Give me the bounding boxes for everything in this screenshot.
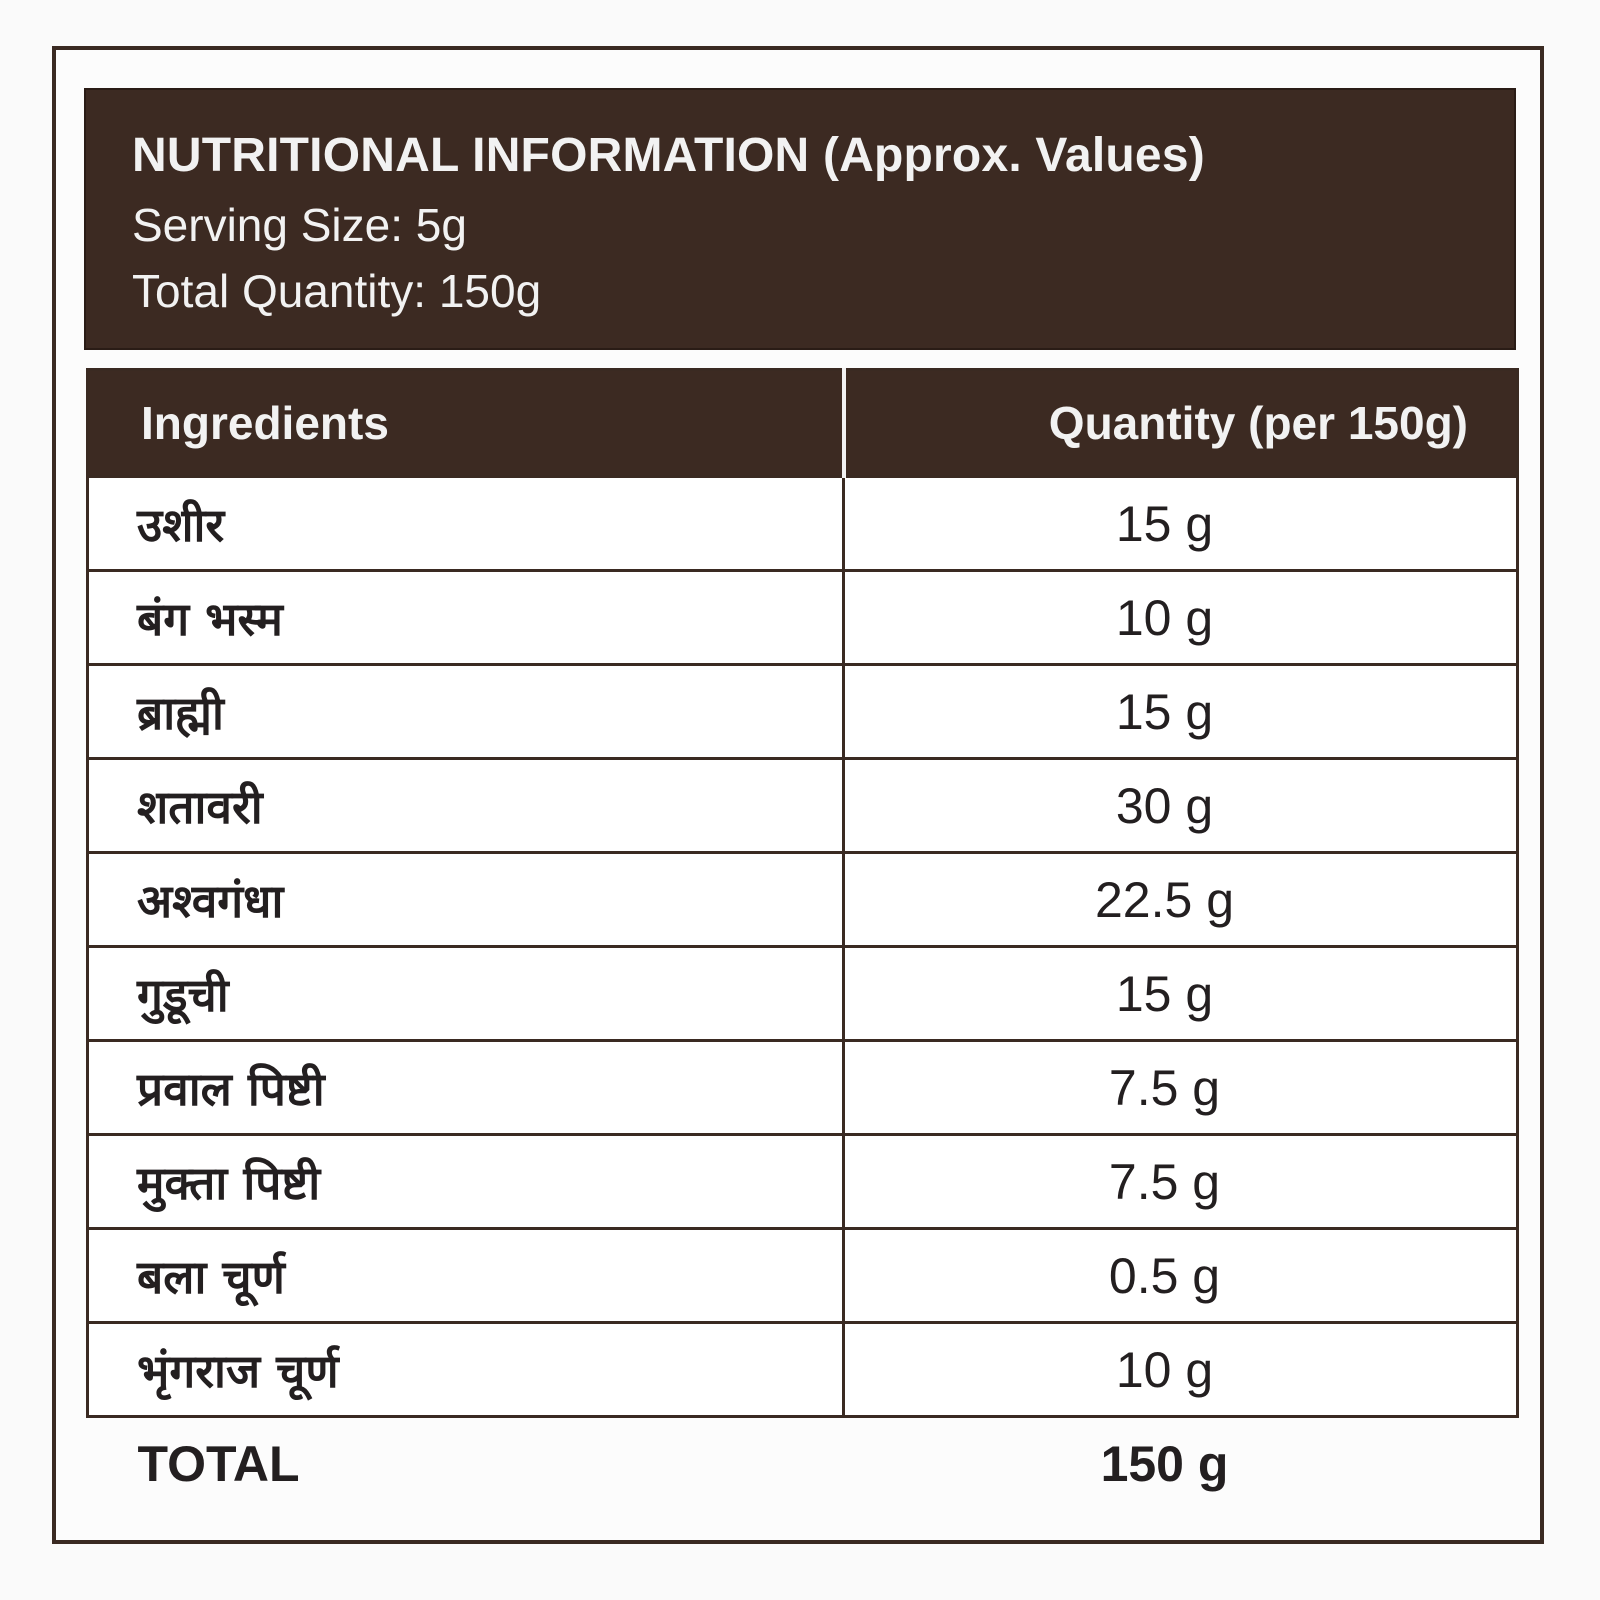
ingredient-quantity: 0.5 g — [842, 1227, 1519, 1324]
table-header-row: Ingredients Quantity (per 150g) — [86, 368, 1519, 478]
ingredient-name: शतावरी — [86, 757, 845, 854]
table-row: बंग भस्म 10 g — [86, 569, 1519, 666]
ingredient-name: ब्राह्मी — [86, 663, 845, 760]
column-header-quantity: Quantity (per 150g) — [841, 368, 1519, 478]
ingredient-quantity: 7.5 g — [842, 1133, 1519, 1230]
table-row: ब्राह्मी 15 g — [86, 663, 1519, 760]
ingredient-name: उशीर — [86, 475, 845, 572]
ingredient-quantity: 15 g — [842, 945, 1519, 1042]
total-row: TOTAL 150 g — [88, 1417, 1518, 1511]
ingredient-quantity: 7.5 g — [842, 1039, 1519, 1136]
total-quantity-value: 150 g — [1100, 1436, 1229, 1493]
ingredient-quantity: 15 g — [842, 475, 1519, 572]
ingredient-name: गुडूची — [86, 945, 845, 1042]
column-header-ingredients: Ingredients — [86, 368, 845, 478]
nutrition-header: NUTRITIONAL INFORMATION (Approx. Values)… — [84, 88, 1516, 350]
ingredient-name: मुक्ता पिष्टी — [86, 1133, 845, 1230]
total-label: TOTAL — [137, 1436, 300, 1493]
ingredient-name: बला चूर्ण — [86, 1227, 845, 1324]
ingredient-quantity: 10 g — [842, 569, 1519, 666]
ingredient-name: अश्वगंधा — [86, 851, 845, 948]
ingredient-quantity: 10 g — [842, 1321, 1519, 1418]
total-quantity: Total Quantity: 150g — [132, 265, 542, 317]
table-row: शतावरी 30 g — [86, 757, 1519, 854]
ingredient-name: प्रवाल पिष्टी — [86, 1039, 845, 1136]
ingredient-name: भृंगराज चूर्ण — [86, 1321, 845, 1418]
table-row: बला चूर्ण 0.5 g — [86, 1227, 1519, 1324]
page-title: NUTRITIONAL INFORMATION (Approx. Values) — [132, 129, 1205, 182]
ingredient-quantity: 22.5 g — [842, 851, 1519, 948]
table-row: गुडूची 15 g — [86, 945, 1519, 1042]
serving-size: Serving Size: 5g — [132, 199, 467, 251]
table-row: भृंगराज चूर्ण 10 g — [86, 1321, 1519, 1418]
ingredient-quantity: 15 g — [842, 663, 1519, 760]
table-row: अश्वगंधा 22.5 g — [86, 851, 1519, 948]
table-row: मुक्ता पिष्टी 7.5 g — [86, 1133, 1519, 1230]
ingredient-name: बंग भस्म — [86, 569, 845, 666]
table-row: प्रवाल पिष्टी 7.5 g — [86, 1039, 1519, 1136]
table-row: उशीर 15 g — [86, 475, 1519, 572]
ingredient-quantity: 30 g — [842, 757, 1519, 854]
ingredients-table: Ingredients Quantity (per 150g) उशीर 15 … — [86, 368, 1519, 1511]
